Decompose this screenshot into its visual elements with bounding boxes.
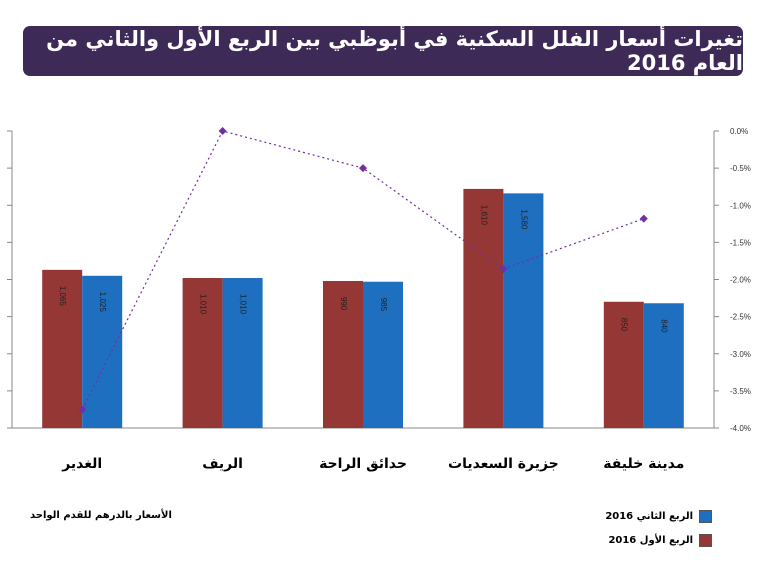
bar-q1 [42,269,83,428]
legend-label-q2: الربع الثاني 2016 [605,510,693,522]
legend-swatch-q1 [699,533,712,547]
category-label: جزيرة السعديات [448,456,559,472]
bar-value-label: 990 [339,297,348,311]
bar-q1 [182,278,223,428]
bar-value-label: 840 [660,319,669,333]
category-label: مدينة خليفة [603,456,684,472]
bar-value-label: 1,010 [238,294,247,315]
legend: الربع الثاني 2016 الربع الأول 2016 [598,509,712,557]
bar-value-label: 1,580 [519,209,528,230]
right-axis-tick-label: -3.0% [730,350,751,359]
bar-value-label: 1,610 [479,205,488,226]
change-line-marker [218,127,227,135]
chart-title: تغيرات أسعار الفلل السكنية في أبوظبي بين… [23,26,743,76]
bar-value-label: 1,025 [98,292,107,313]
bar-q2 [643,303,684,428]
bar-q2 [222,278,263,428]
bar-value-label: 1,010 [198,294,207,315]
right-axis-tick-label: 0.0% [730,127,748,136]
legend-label-q1: الربع الأول 2016 [608,534,693,546]
bars-group [42,188,684,428]
right-axis-tick-label: -4.0% [730,424,751,433]
right-axis-tick-label: -2.5% [730,313,751,322]
change-line-marker [78,405,87,414]
bar-q1 [463,188,504,428]
labels-group: 1,065 1,025 الغدير 1,010 1,010 الريف 990 985 حدا… [58,205,684,472]
legend-item-q1: الربع الأول 2016 [598,533,712,547]
bar-value-label: 1,065 [58,286,67,307]
legend-item-q2: الربع الثاني 2016 [598,509,712,523]
change-line-marker [639,214,648,223]
change-line-marker [499,265,508,274]
bar-q2 [82,275,123,428]
bar-q2 [503,193,544,428]
legend-swatch-q2 [699,509,712,523]
line-group [78,127,648,414]
category-label: حدائق الراحة [319,456,407,472]
right-axis-tick-label: -2.0% [730,276,751,285]
right-axis-tick-label: -1.0% [730,201,751,210]
bar-q1 [323,280,363,428]
bar-q2 [363,281,403,428]
axes-group: 0.0% -0.5% -1.0% -1.5% -2.0% -2.5% -3.0% -3.5% -… [7,127,751,433]
bar-value-label: 985 [379,298,388,312]
right-axis-tick-label: -3.5% [730,387,751,396]
category-label: الغدير [61,456,102,472]
change-line-marker [359,164,367,173]
price-unit-note: الأسعار بالدرهم للقدم الواحد [30,510,172,521]
bar-value-label: 850 [620,318,629,332]
category-label: الريف [202,456,243,472]
bar-q1 [603,301,644,428]
right-axis-tick-label: -1.5% [730,238,751,247]
right-axis-tick-label: -0.5% [730,164,751,173]
